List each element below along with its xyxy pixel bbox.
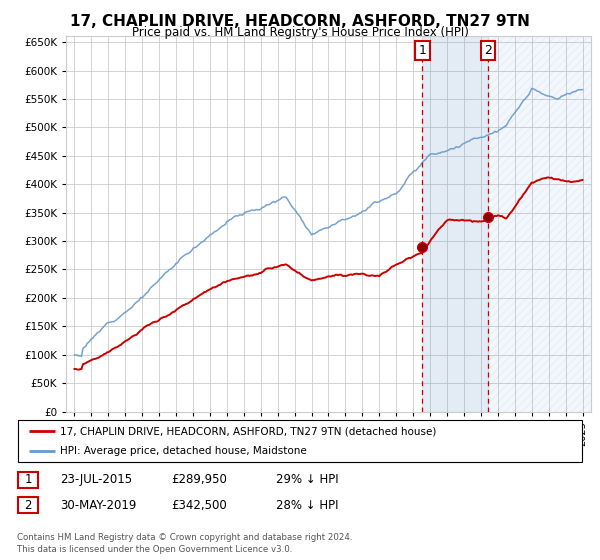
Text: 23-JUL-2015: 23-JUL-2015: [60, 473, 132, 487]
Text: 2: 2: [25, 498, 32, 512]
Text: 1: 1: [419, 44, 427, 57]
Text: 2: 2: [484, 44, 492, 57]
Text: 30-MAY-2019: 30-MAY-2019: [60, 498, 136, 512]
Text: 28% ↓ HPI: 28% ↓ HPI: [276, 498, 338, 512]
Text: 1: 1: [25, 473, 32, 487]
Bar: [488, 36, 591, 412]
Bar: [422, 36, 488, 412]
FancyBboxPatch shape: [18, 420, 582, 462]
FancyBboxPatch shape: [18, 472, 38, 488]
Text: 17, CHAPLIN DRIVE, HEADCORN, ASHFORD, TN27 9TN (detached house): 17, CHAPLIN DRIVE, HEADCORN, ASHFORD, TN…: [60, 426, 437, 436]
Text: £342,500: £342,500: [171, 498, 227, 512]
Text: Contains HM Land Registry data © Crown copyright and database right 2024.
This d: Contains HM Land Registry data © Crown c…: [17, 533, 352, 554]
Text: 17, CHAPLIN DRIVE, HEADCORN, ASHFORD, TN27 9TN: 17, CHAPLIN DRIVE, HEADCORN, ASHFORD, TN…: [70, 14, 530, 29]
Text: Price paid vs. HM Land Registry's House Price Index (HPI): Price paid vs. HM Land Registry's House …: [131, 26, 469, 39]
Text: £289,950: £289,950: [171, 473, 227, 487]
Text: HPI: Average price, detached house, Maidstone: HPI: Average price, detached house, Maid…: [60, 446, 307, 456]
Text: 29% ↓ HPI: 29% ↓ HPI: [276, 473, 338, 487]
FancyBboxPatch shape: [18, 497, 38, 513]
